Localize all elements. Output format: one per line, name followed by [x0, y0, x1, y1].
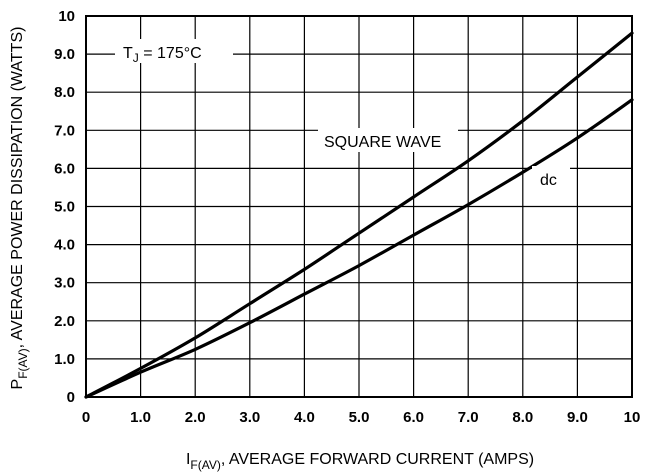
- square-wave-series-line: [84, 31, 634, 399]
- series-layer: [84, 31, 634, 399]
- square-wave-label-background: [318, 128, 458, 152]
- y-tick-label: 7.0: [54, 122, 75, 139]
- y-tick-label: 1.0: [54, 351, 75, 368]
- x-tick-label: 8.0: [512, 409, 533, 426]
- y-tick-label: 9.0: [54, 46, 75, 63]
- x-tick-label: 4.0: [294, 409, 315, 426]
- dc-series-line: [84, 98, 634, 399]
- x-tick-label: 3.0: [239, 409, 260, 426]
- y-tick-label: 8.0: [54, 84, 75, 101]
- x-axis-title: IF(AV), AVERAGE FORWARD CURRENT (AMPS): [186, 451, 534, 472]
- y-tick-label: 6.0: [54, 160, 75, 177]
- y-tick-labels: 0 1.0 2.0 3.0 4.0 5.0 6.0 7.0 8.0 9.0 10: [54, 8, 75, 406]
- tj-label-background: [115, 39, 233, 63]
- x-tick-label: 9.0: [567, 409, 588, 426]
- plot-frame: [85, 15, 633, 398]
- tj-annotation: TJ = 175°C: [123, 45, 202, 65]
- x-tick-label: 7.0: [458, 409, 479, 426]
- x-tick-labels: 0 1.0 2.0 3.0 4.0 5.0 6.0 7.0 8.0 9.0 10: [82, 409, 641, 426]
- x-tick-label: 5.0: [349, 409, 370, 426]
- y-tick-label: 3.0: [54, 275, 75, 292]
- x-tick-label: 10: [624, 409, 641, 426]
- y-tick-label: 5.0: [54, 199, 75, 216]
- dc-label-background: [532, 166, 570, 190]
- dc-label: dc: [540, 172, 557, 189]
- y-tick-label: 2.0: [54, 313, 75, 330]
- y-tick-label: 4.0: [54, 237, 75, 254]
- x-tick-label: 6.0: [403, 409, 424, 426]
- y-tick-label: 0: [67, 389, 75, 406]
- x-tick-label: 2.0: [185, 409, 206, 426]
- y-tick-label: 10: [58, 8, 75, 25]
- square-wave-label: SQUARE WAVE: [324, 134, 441, 151]
- x-tick-label: 0: [82, 409, 90, 426]
- grid: [85, 15, 633, 398]
- x-tick-label: 1.0: [130, 409, 151, 426]
- y-axis-title: PF(AV), AVERAGE POWER DISSIPATION (WATTS…: [9, 27, 30, 390]
